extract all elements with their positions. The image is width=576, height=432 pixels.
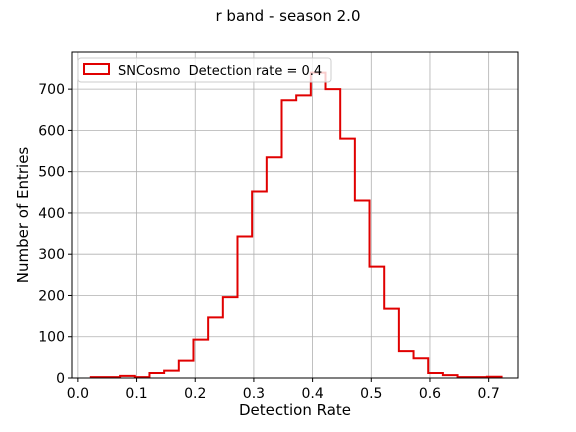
- grid-lines: [72, 52, 518, 379]
- series-layer: [89, 71, 503, 379]
- x-tick-label: 0.1: [125, 386, 147, 402]
- y-tick-label: 600: [38, 123, 65, 139]
- legend-box: [77, 57, 332, 83]
- y-tick-label: 500: [38, 165, 65, 181]
- x-tick-label: 0.5: [360, 386, 382, 402]
- x-tick-label: 0.0: [67, 386, 89, 402]
- y-tick-label: 300: [38, 247, 65, 263]
- x-axis-ticks: 0.0 0.1 0.2 0.3 0.4 0.5 0.6 0.7: [67, 378, 500, 402]
- y-tick-label: 400: [38, 206, 65, 222]
- y-tick-label: 0: [56, 371, 65, 387]
- x-axis-label: Detection Rate: [239, 401, 351, 419]
- y-tick-label: 100: [38, 330, 65, 346]
- y-tick-label: 700: [38, 82, 65, 98]
- y-axis-ticks: 0 100 200 300 400 500 600 700: [38, 82, 72, 387]
- chart-title: r band - season 2.0: [216, 7, 361, 25]
- legend-swatch: [83, 63, 110, 75]
- legend: SNCosmo Detection rate = 0.4: [77, 57, 332, 83]
- histogram-step-line: [89, 71, 503, 379]
- y-tick-label: 200: [38, 288, 65, 304]
- x-tick-label: 0.7: [478, 386, 500, 402]
- x-tick-label: 0.4: [301, 386, 323, 402]
- y-axis-label: Number of Entries: [14, 147, 32, 284]
- plot-frame: [71, 51, 519, 379]
- x-tick-label: 0.2: [184, 386, 206, 402]
- legend-label: SNCosmo Detection rate = 0.4: [118, 64, 322, 79]
- x-tick-label: 0.3: [243, 386, 265, 402]
- x-tick-label: 0.6: [419, 386, 441, 402]
